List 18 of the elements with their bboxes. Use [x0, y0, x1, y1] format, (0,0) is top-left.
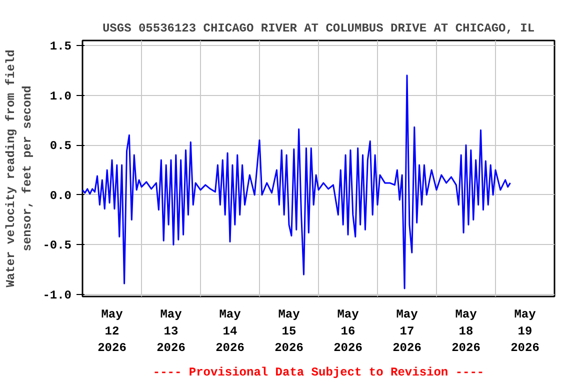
chart-title: USGS 05536123 CHICAGO RIVER AT COLUMBUS DRIVE AT CHICAGO, IL	[102, 22, 535, 36]
text: ---- Provisional Data Subject to Revision ----	[152, 366, 484, 380]
x-tick-label: May 18 2026	[452, 308, 480, 356]
line-series	[82, 74, 511, 290]
x-tick-label: May 16 2026	[334, 308, 362, 356]
x-tick-label: May 12 2026	[98, 308, 126, 356]
y-tick-label: 0.0	[50, 188, 72, 203]
y-tick-label: 0.5	[50, 139, 72, 154]
x-tick-label: May 14 2026	[216, 308, 244, 356]
y-tick-label: -0.5	[42, 238, 72, 253]
x-tick-label: May 17 2026	[392, 308, 422, 356]
y-axis-title: Water velocity reading from field sensor, feet per second	[4, 50, 35, 288]
x-tick-label: May 13 2026	[156, 308, 186, 356]
x-tick-label: May 19 2026	[510, 308, 540, 356]
x-tick-label: May 15 2026	[274, 308, 304, 356]
y-tick-label: 1.5	[50, 39, 72, 54]
y-tick-label: -1.0	[42, 288, 72, 303]
y-tick-label: 1.0	[50, 89, 72, 104]
